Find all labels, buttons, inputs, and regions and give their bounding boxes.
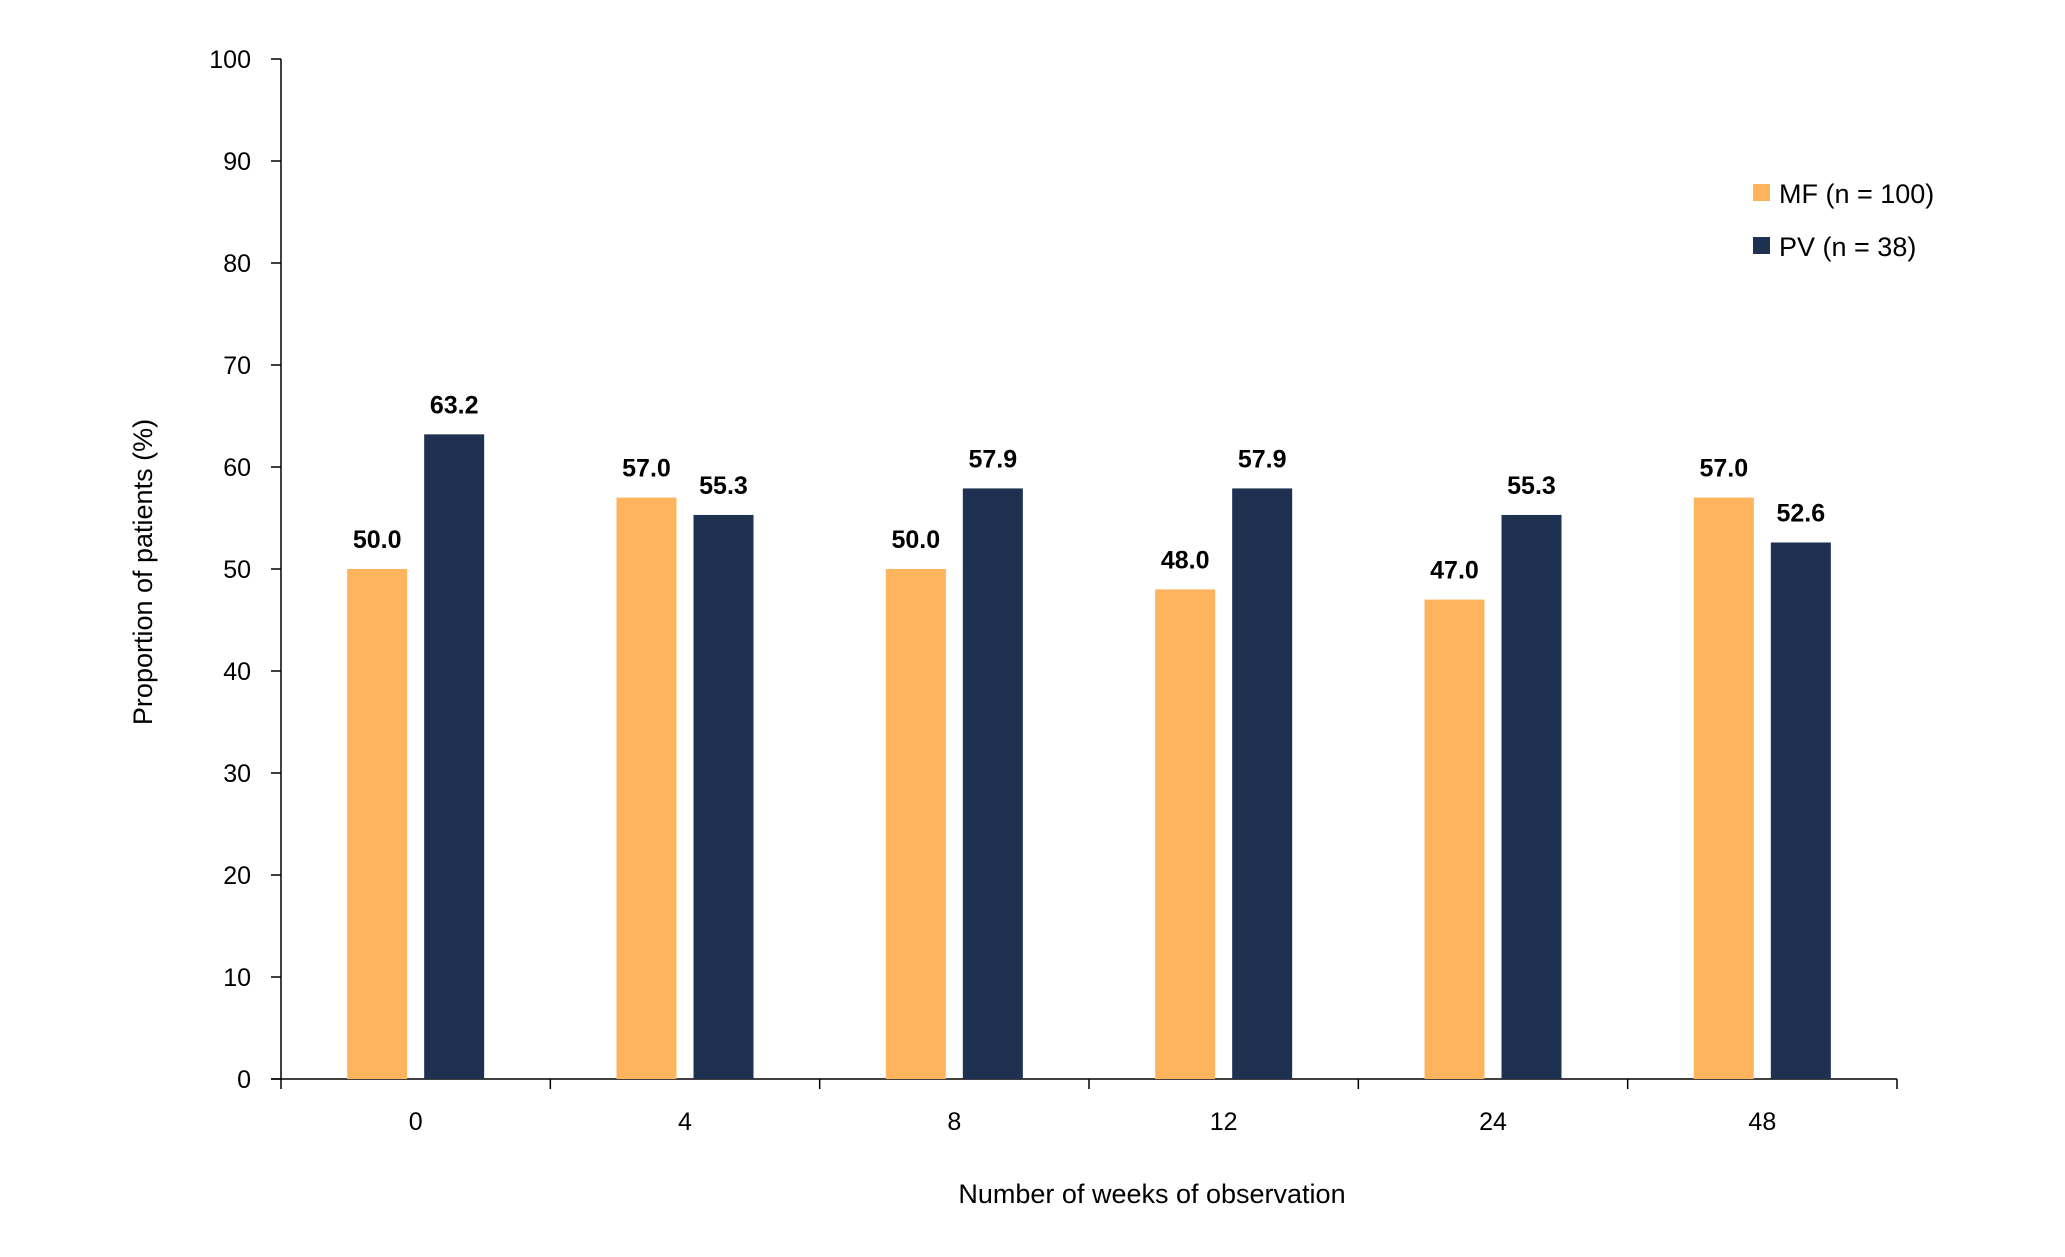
y-tick-label: 70 <box>223 352 251 380</box>
y-tick-label: 0 <box>237 1066 251 1094</box>
data-labels: 50.0 57.0 50.0 48.0 47.0 57.0 63.2 55.3 57.9 57.9… <box>353 391 1825 584</box>
x-tick-label: 12 <box>1210 1108 1238 1136</box>
data-label: 63.2 <box>430 391 479 419</box>
legend: MF (n = 100) PV (n = 38) <box>1753 179 1934 262</box>
x-tick-label: 48 <box>1748 1108 1776 1136</box>
y-tick-label: 90 <box>223 148 251 176</box>
y-tick-label: 80 <box>223 250 251 278</box>
legend-label-pv: PV (n = 38) <box>1779 232 1916 262</box>
bar-pv <box>693 514 754 1079</box>
bar-pv <box>962 488 1023 1079</box>
y-tick-label: 30 <box>223 760 251 788</box>
bar-pv <box>1501 514 1562 1079</box>
x-tick-label: 8 <box>947 1108 961 1136</box>
x-tick-label: 4 <box>678 1108 692 1136</box>
x-tick-label: 24 <box>1479 1108 1507 1136</box>
x-tick-label: 0 <box>409 1108 423 1136</box>
data-label: 57.9 <box>1238 445 1287 473</box>
data-label: 52.6 <box>1776 499 1825 527</box>
y-tick-label: 60 <box>223 454 251 482</box>
data-label: 57.9 <box>968 445 1017 473</box>
data-label: 57.0 <box>1699 455 1748 483</box>
y-axis: 0 10 20 30 40 50 60 70 80 90 100 <box>209 46 282 1094</box>
data-label: 50.0 <box>353 526 402 554</box>
bar-mf <box>885 569 946 1079</box>
data-label: 55.3 <box>1507 472 1556 500</box>
data-label: 55.3 <box>699 472 748 500</box>
y-tick-label: 20 <box>223 862 251 890</box>
x-axis-title: Number of weeks of observation <box>958 1179 1345 1209</box>
bar-pv <box>1232 488 1293 1079</box>
bar-mf <box>1155 589 1216 1079</box>
y-tick-label: 50 <box>223 556 251 584</box>
bar-mf <box>1424 599 1485 1079</box>
legend-swatch-mf <box>1753 184 1770 201</box>
legend-label-mf: MF (n = 100) <box>1779 179 1934 209</box>
data-label: 50.0 <box>891 526 940 554</box>
y-tick-label: 40 <box>223 658 251 686</box>
bar-mf <box>347 569 408 1079</box>
bars <box>347 434 1831 1080</box>
legend-swatch-pv <box>1753 237 1770 254</box>
y-axis-title: Proportion of patients (%) <box>128 419 158 725</box>
data-label: 48.0 <box>1161 546 1210 574</box>
bar-mf <box>616 497 677 1080</box>
bar-mf <box>1693 497 1754 1080</box>
bar-pv <box>424 434 485 1079</box>
data-label: 47.0 <box>1430 557 1479 585</box>
data-label: 57.0 <box>622 455 671 483</box>
x-axis: 0 4 8 12 24 48 <box>271 1078 1898 1136</box>
y-tick-label: 100 <box>209 46 251 74</box>
y-tick-label: 10 <box>223 964 251 992</box>
bar-pv <box>1770 542 1831 1079</box>
